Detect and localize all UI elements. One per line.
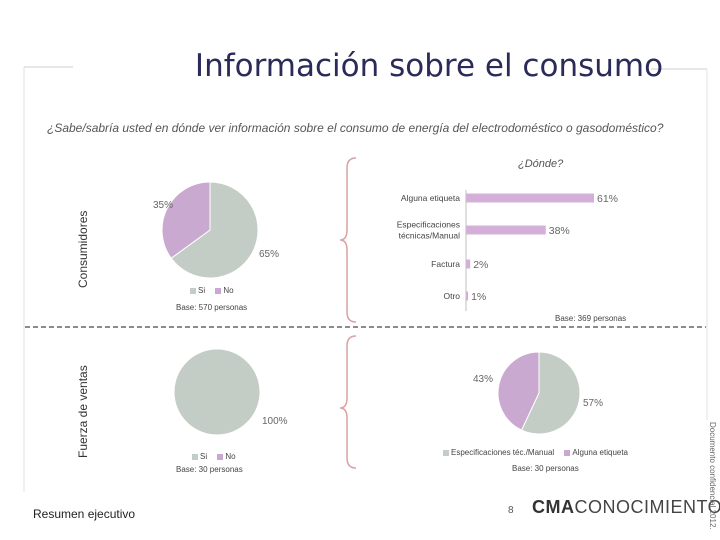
pie-consumidores bbox=[161, 181, 259, 279]
pie1-legend: Si No bbox=[190, 286, 242, 295]
legend-especificaciones: Especificaciones téc./Manual bbox=[443, 448, 554, 457]
logo-part-b: CONOCIMIENTO bbox=[574, 497, 720, 517]
page-number: 8 bbox=[508, 505, 514, 516]
brace-top bbox=[339, 157, 357, 323]
bar-value-alguna-etiqueta: 61% bbox=[597, 193, 618, 205]
bar-chart-donde: Alguna etiqueta 61% Especificaciones técnic… bbox=[397, 193, 618, 303]
pie-slice-si bbox=[173, 348, 261, 436]
pie1-label-no: 35% bbox=[153, 200, 174, 211]
legend-si-swatch bbox=[192, 453, 198, 460]
legend-no-swatch bbox=[217, 453, 224, 460]
bar-chart-title: ¿Dónde? bbox=[518, 158, 564, 170]
pie-fuerza-donde bbox=[497, 351, 581, 435]
brace-bottom bbox=[339, 335, 357, 469]
company-logo: CMACONOCIMIENTO bbox=[532, 497, 720, 518]
legend-no-label: No bbox=[223, 286, 234, 295]
row-label-fuerza-ventas: Fuerza de ventas bbox=[76, 365, 90, 458]
pie3-label-etiqueta: 43% bbox=[473, 374, 494, 385]
legend-etiqueta-label: Alguna etiqueta bbox=[572, 448, 629, 457]
pie-slice-no bbox=[161, 181, 211, 259]
pie-slice-alguna-etiqueta bbox=[497, 351, 540, 431]
bar-alguna-etiqueta bbox=[466, 193, 594, 203]
bar-otro bbox=[466, 291, 469, 301]
legend-etiqueta-swatch bbox=[564, 449, 571, 456]
pie2-base: Base: 30 personas bbox=[176, 465, 243, 474]
pie-slice-si bbox=[170, 181, 259, 279]
pie3-label-especificaciones: 57% bbox=[583, 398, 604, 409]
legend-si-label: Si bbox=[198, 286, 206, 295]
logo-part-a: CMA bbox=[532, 497, 575, 517]
bar-value-especificaciones-t-cnicas-manual: 38% bbox=[549, 225, 570, 237]
pie3-base: Base: 30 personas bbox=[512, 464, 579, 473]
legend-si: Si bbox=[190, 286, 205, 295]
pie-slice-especificaciones-t-c-manual bbox=[520, 351, 581, 435]
legend-etiqueta: Alguna etiqueta bbox=[564, 448, 628, 457]
legend-especificaciones-swatch bbox=[443, 449, 449, 456]
pie1-base: Base: 570 personas bbox=[176, 303, 248, 312]
legend-si: Si bbox=[192, 452, 207, 461]
bar-especificaciones-t-cnicas-manual bbox=[466, 225, 546, 235]
pie3-legend: Especificaciones téc./Manual Alguna etiq… bbox=[443, 448, 636, 457]
bar-value-factura: 2% bbox=[473, 259, 488, 271]
legend-si-label: Si bbox=[200, 452, 208, 461]
bar-label-especificaciones-t-cnicas-manual: Especificaciones técnicas/Manual bbox=[397, 220, 460, 241]
legend-especificaciones-label: Especificaciones téc./Manual bbox=[451, 448, 555, 457]
pie1-label-si: 65% bbox=[259, 249, 280, 260]
bar-label-otro: Otro bbox=[443, 291, 460, 301]
question-text: ¿Sabe/sabría usted en dónde ver informac… bbox=[47, 121, 664, 135]
legend-no-swatch bbox=[215, 287, 222, 294]
legend-no-label: No bbox=[225, 452, 236, 461]
bar-label-alguna-etiqueta: Alguna etiqueta bbox=[401, 193, 460, 203]
bar-base: Base: 369 personas bbox=[555, 314, 627, 323]
row-label-consumidores: Consumidores bbox=[76, 210, 90, 288]
pie-fuerza-ventas bbox=[173, 348, 261, 436]
legend-no: No bbox=[215, 286, 234, 295]
pie2-legend: Si No bbox=[192, 452, 244, 461]
bar-value-otro: 1% bbox=[471, 291, 486, 303]
legend-no: No bbox=[217, 452, 236, 461]
footer-section-title: Resumen ejecutivo bbox=[33, 507, 136, 521]
page-title: Información sobre el consumo bbox=[194, 48, 664, 84]
pie2-label-si: 100% bbox=[262, 416, 288, 427]
legend-si-swatch bbox=[190, 287, 196, 294]
bar-label-factura: Factura bbox=[431, 259, 460, 269]
confidential-note: Documento confidencial 2012. bbox=[708, 422, 717, 530]
bar-factura bbox=[466, 259, 471, 269]
